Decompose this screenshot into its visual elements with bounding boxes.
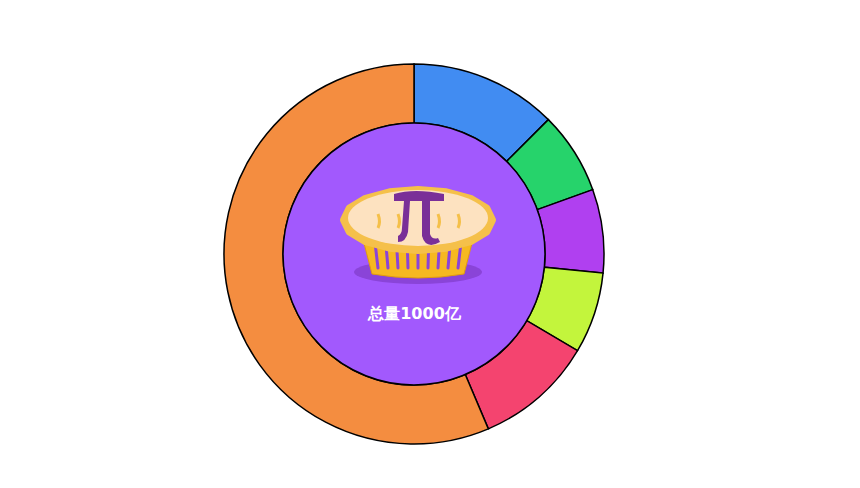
svg-text:总量1000亿: 总量1000亿 bbox=[367, 304, 462, 323]
